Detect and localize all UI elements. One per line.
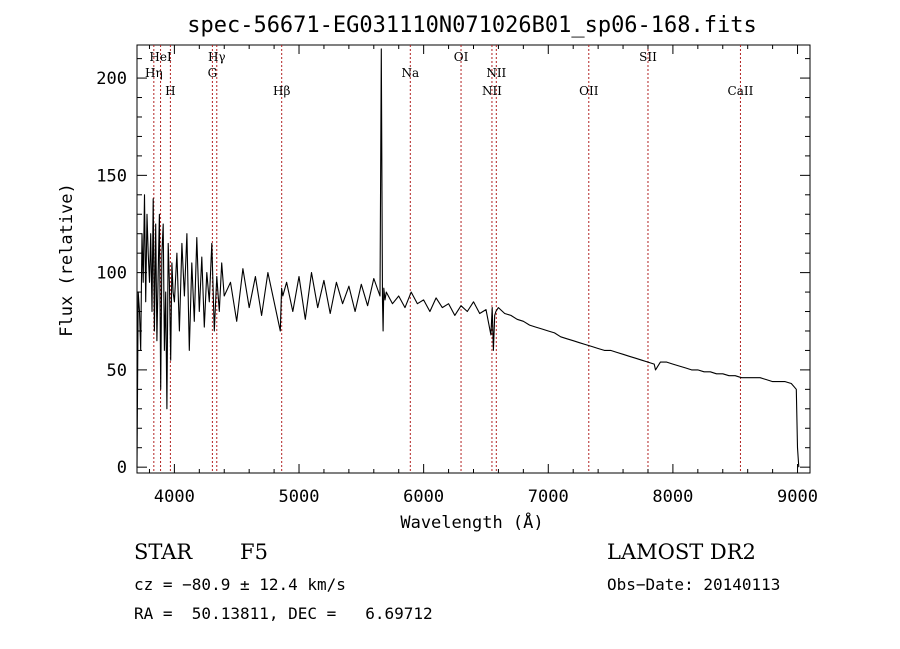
y-tick-label: 150 — [96, 166, 127, 186]
x-tick-label: 7000 — [528, 487, 569, 507]
x-axis-ticks: 4000 5000 6000 7000 8000 9000 — [148, 45, 818, 507]
series-layer — [136, 48, 800, 468]
line-marker-labels: HeI HηH Hγ G Hβ Na OI NII NII OII SII CaII — [145, 50, 754, 98]
line-marker-label: OI — [454, 50, 469, 64]
line-marker-label: SII — [639, 50, 657, 64]
line-marker-label: HeI — [149, 50, 172, 64]
x-tick-label: 5000 — [279, 487, 320, 507]
line-marker-label: H — [165, 84, 175, 98]
redshift-text: cz = −80.9 ± 12.4 km/s — [134, 575, 346, 594]
chart-title: spec-56671-EG031110N071026B01_sp06-168.f… — [187, 13, 757, 38]
coordinates-text: RA = 50.13811, DEC = 6.69712 — [134, 604, 433, 623]
line-marker-label: OII — [579, 84, 599, 98]
spectrum-line — [136, 48, 800, 468]
object-class: STAR — [134, 540, 193, 564]
line-marker-label: Hβ — [273, 84, 290, 98]
y-axis-label: Flux (relative) — [57, 183, 77, 337]
y-tick-label: 200 — [96, 69, 127, 89]
line-marker-label: NII — [482, 84, 502, 98]
survey-name: LAMOST DR2 — [607, 540, 756, 564]
line-marker-label: NII — [486, 66, 506, 80]
y-tick-label: 100 — [96, 264, 127, 284]
y-tick-label: 50 — [107, 361, 127, 381]
line-marker-label: Hγ — [208, 50, 226, 64]
plot-frame — [136, 44, 811, 474]
x-tick-label: 6000 — [403, 487, 444, 507]
y-axis-ticks: 0 50 100 150 200 — [96, 58, 810, 478]
x-tick-label: 8000 — [652, 487, 693, 507]
line-marker-label: G — [208, 66, 218, 80]
line-marker-label: CaII — [728, 84, 754, 98]
x-axis-label: Wavelength (Å) — [400, 511, 543, 533]
line-markers — [153, 45, 741, 473]
x-tick-label: 4000 — [154, 487, 195, 507]
line-marker-label: Hη — [145, 66, 163, 80]
line-marker-label: Na — [401, 66, 419, 80]
y-tick-label: 0 — [117, 458, 127, 478]
object-subclass: F5 — [240, 540, 268, 564]
obs-date-text: Obs−Date: 20140113 — [607, 575, 780, 594]
x-tick-label: 9000 — [777, 487, 818, 507]
